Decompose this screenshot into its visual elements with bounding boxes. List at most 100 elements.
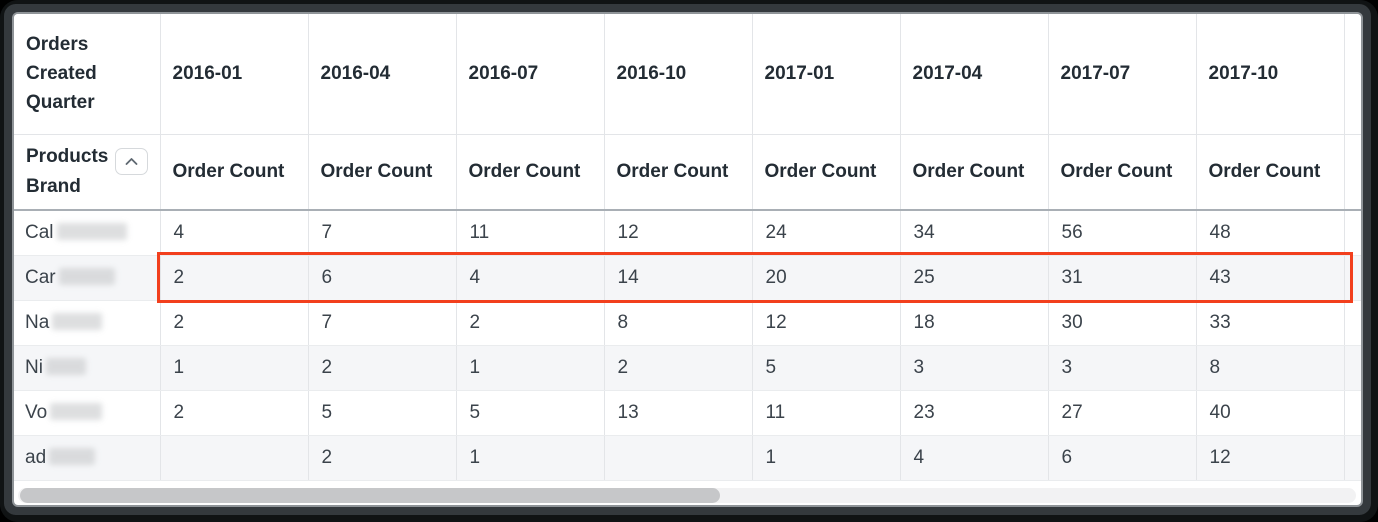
quarter-header-cell[interactable]: 2017-01: [751, 14, 900, 135]
value-cell[interactable]: 14: [603, 255, 752, 301]
row-dimension-header[interactable]: Products Brand: [14, 134, 160, 211]
value-cell[interactable]: 11: [455, 210, 604, 256]
value-cell[interactable]: 12: [603, 210, 752, 256]
chevron-up-icon: [125, 157, 138, 165]
value-cell[interactable]: 5: [307, 390, 456, 436]
value-cell[interactable]: 18: [899, 300, 1048, 346]
value-cell[interactable]: 25: [899, 255, 1048, 301]
value-cell[interactable]: 6: [1047, 435, 1196, 481]
sort-button[interactable]: [115, 147, 148, 175]
table-row: Na 2 7 2 8 12 18 30 33: [14, 300, 1361, 346]
brand-cell[interactable]: Cal: [14, 210, 160, 256]
value-cell[interactable]: 43: [1195, 255, 1344, 301]
brand-cell[interactable]: Vo: [14, 390, 160, 436]
value-cell[interactable]: 1: [751, 435, 900, 481]
value-cell[interactable]: [159, 435, 308, 481]
value-cell[interactable]: 4: [899, 435, 1048, 481]
value-cell[interactable]: 5: [751, 345, 900, 391]
measure-header-cell[interactable]: Order Count: [307, 134, 456, 211]
value-cell[interactable]: 4: [159, 210, 308, 256]
value-cell[interactable]: 12: [1195, 435, 1344, 481]
value-cell[interactable]: 4: [455, 255, 604, 301]
quarter-header-cell[interactable]: 2016-01: [159, 14, 308, 135]
measure-header-cell[interactable]: Order Count: [455, 134, 604, 211]
value-cell[interactable]: 1: [455, 345, 604, 391]
value-cell[interactable]: 56: [1047, 210, 1196, 256]
partial-column-cell: [1343, 300, 1361, 346]
value-cell[interactable]: 2: [159, 390, 308, 436]
value-cell[interactable]: [603, 435, 752, 481]
quarter-header-cell[interactable]: 2016-07: [455, 14, 604, 135]
value-cell[interactable]: 23: [899, 390, 1048, 436]
partial-column-cell: [1343, 390, 1361, 436]
measure-header-row: Products Brand Order Count Order Count Ord…: [14, 134, 1361, 211]
value-cell[interactable]: 40: [1195, 390, 1344, 436]
corner-header: Orders Created Quarter: [14, 14, 160, 135]
horizontal-scrollbar-thumb[interactable]: [20, 488, 720, 503]
measure-header-cell[interactable]: Order Count: [603, 134, 752, 211]
value-cell[interactable]: 24: [751, 210, 900, 256]
value-cell[interactable]: 5: [455, 390, 604, 436]
quarter-header-row: Orders Created Quarter 2016-01 2016-04 201…: [14, 14, 1361, 135]
value-cell[interactable]: 2: [307, 345, 456, 391]
value-cell[interactable]: 2: [159, 300, 308, 346]
value-cell[interactable]: 2: [307, 435, 456, 481]
measure-header-cell[interactable]: Order Count: [159, 134, 308, 211]
quarter-header-cell[interactable]: 2016-04: [307, 14, 456, 135]
value-cell[interactable]: 30: [1047, 300, 1196, 346]
brand-prefix: Car: [25, 266, 56, 288]
value-cell[interactable]: 20: [751, 255, 900, 301]
value-cell[interactable]: 2: [159, 255, 308, 301]
value-cell[interactable]: 7: [307, 300, 456, 346]
measure-header-cell[interactable]: Order Count: [751, 134, 900, 211]
value-cell[interactable]: 3: [899, 345, 1048, 391]
brand-cell[interactable]: Na: [14, 300, 160, 346]
value-cell[interactable]: 27: [1047, 390, 1196, 436]
redacted-brand-name: [56, 222, 127, 240]
table-body: Cal 4 7 11 12 24 34 56 48 Car 2 6 4 14 20 25 31 43 Na 2 7 2 8 1…: [14, 210, 1361, 481]
value-cell[interactable]: 6: [307, 255, 456, 301]
value-cell[interactable]: 2: [455, 300, 604, 346]
quarter-header-cell[interactable]: 2016-10: [603, 14, 752, 135]
value-cell[interactable]: 48: [1195, 210, 1344, 256]
partial-column-cell: [1343, 210, 1361, 256]
value-cell[interactable]: 11: [751, 390, 900, 436]
value-cell[interactable]: 31: [1047, 255, 1196, 301]
brand-prefix: Ni: [25, 356, 43, 378]
table-row: ad 2 1 1 4 6 12: [14, 435, 1361, 481]
value-cell[interactable]: 3: [1047, 345, 1196, 391]
brand-prefix: Cal: [25, 221, 54, 243]
measure-header-cell[interactable]: Order Count: [1047, 134, 1196, 211]
redacted-brand-name: [50, 402, 103, 420]
partial-column-cell: [1343, 435, 1361, 481]
table-row: Car 2 6 4 14 20 25 31 43: [14, 255, 1361, 301]
partial-column-cell: [1343, 255, 1361, 301]
horizontal-scrollbar-track[interactable]: [18, 488, 1356, 503]
value-cell[interactable]: 33: [1195, 300, 1344, 346]
row-dimension-label: Products Brand: [26, 145, 109, 197]
redacted-brand-name: [52, 312, 103, 330]
brand-cell[interactable]: Ni: [14, 345, 160, 391]
table-viewport: Orders Created Quarter 2016-01 2016-04 201…: [14, 14, 1361, 505]
value-cell[interactable]: 13: [603, 390, 752, 436]
brand-cell[interactable]: ad: [14, 435, 160, 481]
value-cell[interactable]: 7: [307, 210, 456, 256]
value-cell[interactable]: 1: [455, 435, 604, 481]
value-cell[interactable]: 8: [1195, 345, 1344, 391]
quarter-header-cell[interactable]: 2017-10: [1195, 14, 1344, 135]
value-cell[interactable]: 34: [899, 210, 1048, 256]
redacted-brand-name: [45, 357, 86, 375]
redacted-brand-name: [49, 447, 96, 465]
value-cell[interactable]: 12: [751, 300, 900, 346]
value-cell[interactable]: 1: [159, 345, 308, 391]
value-cell[interactable]: 2: [603, 345, 752, 391]
table-row: Vo 2 5 5 13 11 23 27 40: [14, 390, 1361, 436]
quarter-header-cell[interactable]: 2017-07: [1047, 14, 1196, 135]
pivot-table: Orders Created Quarter 2016-01 2016-04 201…: [14, 14, 1361, 481]
brand-cell[interactable]: Car: [14, 255, 160, 301]
value-cell[interactable]: 8: [603, 300, 752, 346]
measure-header-cell[interactable]: Order Count: [899, 134, 1048, 211]
quarter-header-cell[interactable]: 2017-04: [899, 14, 1048, 135]
measure-header-cell[interactable]: Order Count: [1195, 134, 1344, 211]
